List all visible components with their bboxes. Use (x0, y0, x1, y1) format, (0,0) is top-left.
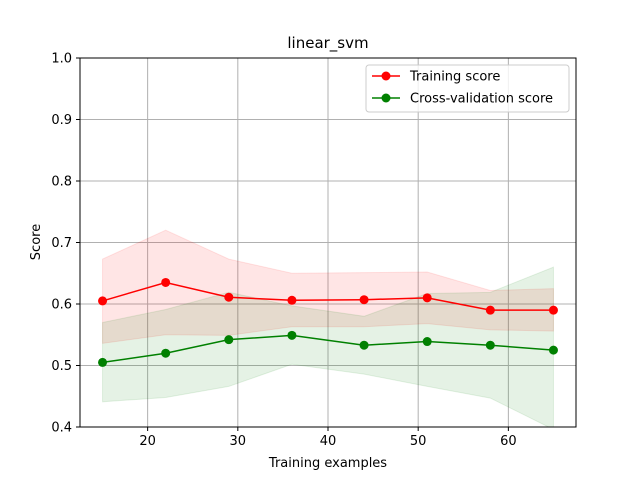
y-tick-label: 1.0 (51, 52, 72, 67)
cv-score-point (287, 330, 297, 340)
training-score-point (161, 277, 171, 287)
x-axis-label: Training examples (268, 456, 387, 471)
training-score-line (102, 281, 554, 311)
training-score-point (287, 295, 297, 305)
training-score-point (98, 296, 108, 306)
cv-score-point (422, 337, 432, 347)
legend: Training score Cross-validation score (365, 64, 570, 113)
legend-cv-marker (381, 93, 391, 103)
x-tick-label: 40 (320, 434, 337, 449)
training-score-point (359, 295, 369, 305)
legend-training-marker (381, 71, 391, 81)
y-tick-label: 0.4 (51, 421, 72, 436)
cv-score-point (224, 335, 234, 345)
y-tick-label: 0.9 (51, 113, 72, 128)
confidence-bands (102, 229, 554, 427)
y-axis-ticks: 0.4 0.5 0.6 0.7 0.8 0.9 1.0 (51, 52, 80, 436)
series-lines (102, 281, 554, 364)
training-score-point (422, 293, 432, 303)
cv-score-band (102, 266, 554, 427)
cv-score-point (485, 340, 495, 350)
cv-score-point (359, 340, 369, 350)
y-tick-label: 0.6 (51, 298, 72, 313)
y-tick-label: 0.7 (51, 236, 72, 251)
x-tick-label: 30 (230, 434, 247, 449)
cv-score-point (161, 348, 171, 358)
cv-score-point (548, 345, 558, 355)
y-tick-label: 0.5 (51, 359, 72, 374)
x-tick-label: 60 (500, 434, 517, 449)
training-score-point (224, 292, 234, 302)
x-axis-ticks: 20 30 40 50 60 (139, 427, 517, 449)
legend-training-label: Training score (409, 70, 500, 85)
cv-score-line (102, 334, 554, 364)
x-tick-label: 20 (139, 434, 156, 449)
y-tick-label: 0.8 (51, 175, 72, 190)
training-score-point (485, 305, 495, 315)
y-axis-label: Score (29, 224, 44, 260)
cv-score-point (98, 357, 108, 367)
legend-box (365, 64, 570, 113)
chart-title: linear_svm (287, 34, 368, 53)
x-tick-label: 50 (410, 434, 427, 449)
grid-lines (80, 57, 576, 428)
training-score-point (548, 305, 558, 315)
training-score-band (102, 229, 554, 344)
series-points (98, 277, 558, 367)
legend-cv-label: Cross-validation score (410, 92, 553, 107)
